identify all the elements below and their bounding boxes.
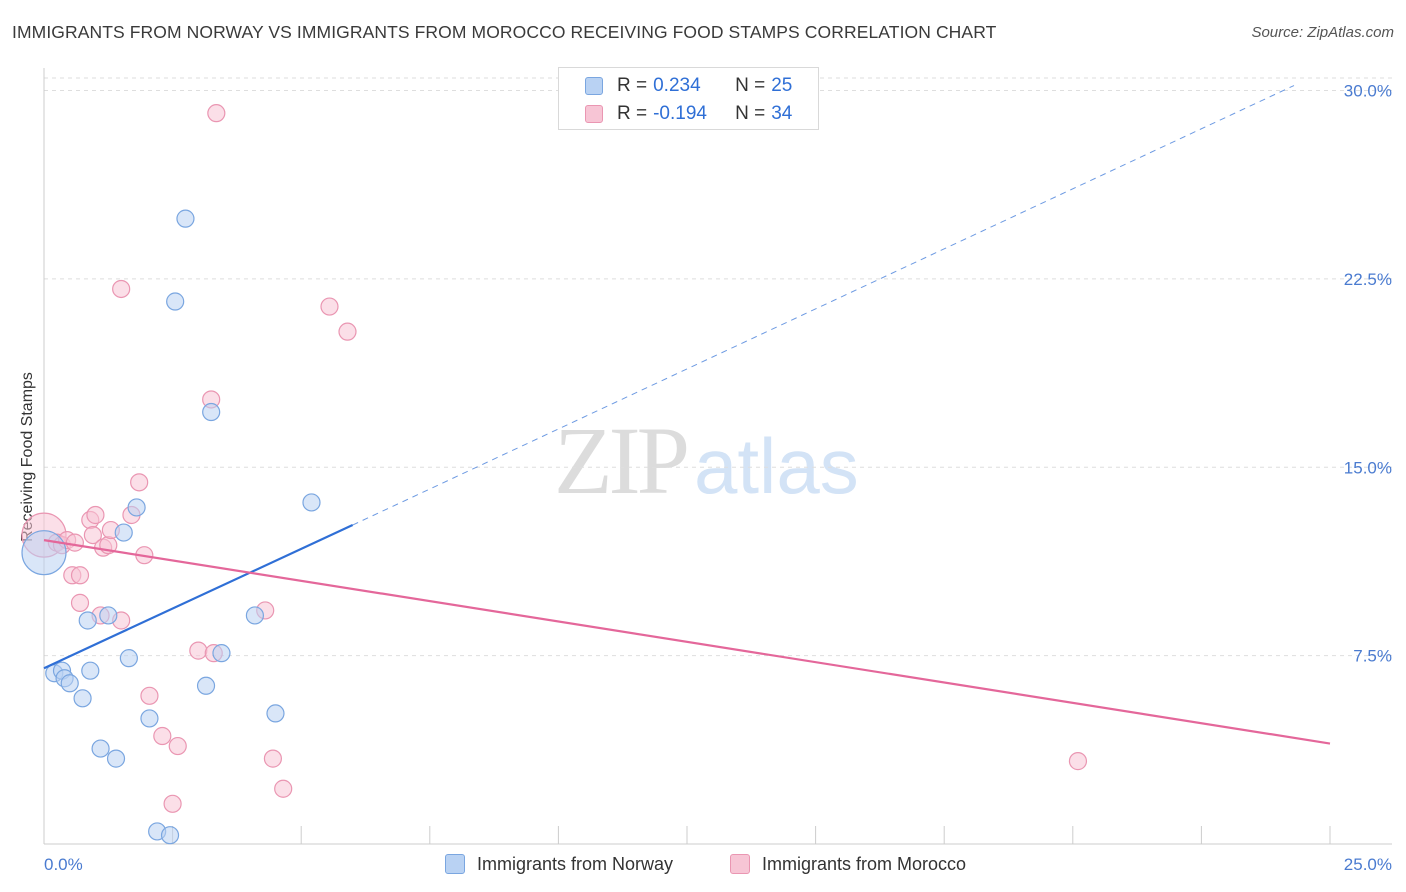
morocco-point bbox=[70, 566, 90, 585]
legend-r-label-norway: R = bbox=[617, 75, 648, 96]
norway-point bbox=[245, 606, 265, 625]
morocco-point bbox=[274, 779, 293, 798]
legend-n-label-morocco: N = bbox=[735, 103, 766, 124]
chart-title: IMMIGRANTS FROM NORWAY VS IMMIGRANTS FRO… bbox=[12, 22, 997, 42]
morocco-point bbox=[140, 686, 159, 705]
morocco-point bbox=[207, 104, 226, 123]
series-label-morocco: Immigrants from Morocco bbox=[762, 853, 967, 874]
norway-trendline bbox=[43, 524, 354, 670]
legend-n-value-morocco: 34 bbox=[771, 103, 793, 124]
morocco-point bbox=[153, 726, 172, 746]
norway-trendline-extension bbox=[352, 85, 1295, 526]
morocco-point bbox=[130, 473, 149, 492]
norway-point bbox=[212, 644, 231, 663]
legend-r-label-morocco: R = bbox=[617, 103, 648, 124]
norway-point bbox=[99, 606, 118, 625]
morocco-point bbox=[70, 593, 90, 612]
series-legend-morocco: Immigrants from Morocco bbox=[730, 851, 966, 877]
legend-swatch-morocco bbox=[585, 105, 603, 123]
norway-point bbox=[81, 661, 100, 680]
morocco-point bbox=[83, 525, 102, 545]
series-label-norway: Immigrants from Norway bbox=[477, 853, 674, 874]
norway-point bbox=[60, 674, 79, 693]
morocco-point bbox=[189, 641, 208, 660]
y-tick-label: 22.5% bbox=[1344, 270, 1392, 289]
legend-n-label-norway: N = bbox=[735, 75, 766, 96]
y-tick-label: 15.0% bbox=[1344, 458, 1392, 477]
legend-row-norway: R = 0.234 N = 25 bbox=[585, 72, 792, 100]
correlation-legend: R = 0.234 N = 25 R = -0.194 N = 34 bbox=[558, 67, 819, 130]
norway-point bbox=[166, 292, 185, 311]
morocco-point bbox=[86, 505, 105, 525]
watermark: ZIP atlas bbox=[554, 405, 859, 516]
norway-point bbox=[91, 739, 110, 758]
norway-point bbox=[73, 689, 92, 708]
morocco-point bbox=[1068, 752, 1088, 771]
norway-point bbox=[176, 209, 195, 228]
watermark-atlas: atlas bbox=[694, 422, 859, 510]
morocco-point bbox=[320, 297, 339, 316]
norway-point bbox=[119, 649, 138, 668]
morocco-point bbox=[112, 279, 131, 299]
y-tick-label: 7.5% bbox=[1353, 647, 1392, 666]
norway-point bbox=[202, 402, 221, 422]
norway-point bbox=[114, 523, 133, 542]
morocco-point bbox=[168, 736, 187, 756]
norway-point bbox=[266, 704, 285, 723]
morocco-point bbox=[163, 794, 182, 813]
series-swatch-morocco bbox=[730, 854, 750, 874]
morocco-trendline bbox=[43, 539, 1331, 745]
norway-point bbox=[21, 530, 67, 576]
legend-swatch-norway bbox=[585, 77, 603, 95]
norway-point bbox=[106, 749, 126, 768]
legend-r-value-norway: 0.234 bbox=[653, 75, 701, 96]
legend-r-value-morocco: -0.194 bbox=[653, 103, 707, 124]
y-tick-label: 30.0% bbox=[1344, 82, 1392, 101]
norway-point bbox=[78, 611, 97, 630]
watermark-zip: ZIP bbox=[554, 407, 690, 514]
x-tick-label-min: 0.0% bbox=[44, 855, 83, 874]
norway-point bbox=[302, 493, 321, 512]
series-legend-norway: Immigrants from Norway bbox=[445, 851, 673, 877]
norway-point bbox=[196, 676, 216, 695]
norway-point bbox=[160, 826, 180, 845]
source-label: Source: ZipAtlas.com bbox=[1251, 24, 1394, 41]
morocco-point bbox=[263, 749, 283, 768]
x-tick-label-max: 25.0% bbox=[1344, 855, 1392, 874]
norway-point bbox=[127, 498, 146, 517]
norway-point bbox=[140, 709, 159, 728]
series-swatch-norway bbox=[445, 854, 465, 874]
legend-row-morocco: R = -0.194 N = 34 bbox=[585, 100, 792, 128]
legend-n-value-norway: 25 bbox=[771, 75, 793, 96]
morocco-point bbox=[338, 322, 357, 341]
morocco-point bbox=[65, 533, 84, 552]
